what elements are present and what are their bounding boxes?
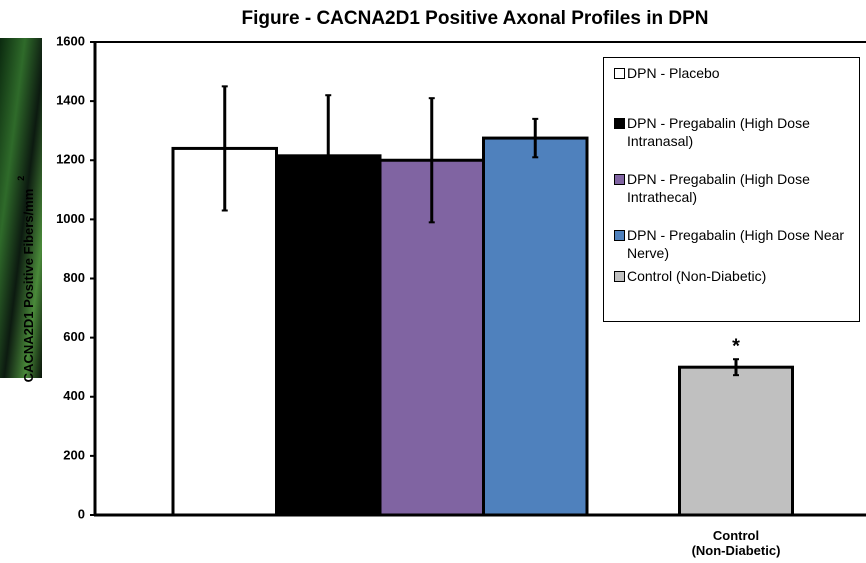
annotation: * [732, 335, 740, 357]
legend-item: DPN - Pregabalin (High Dose Intrathecal) [614, 170, 859, 206]
legend: DPN - Placebo DPN - Pregabalin (High Dose… [603, 57, 860, 322]
y-tick-label: 400 [63, 388, 85, 403]
y-tick-label: 1200 [56, 152, 85, 167]
legend-label: Control (Non-Diabetic) [627, 268, 767, 284]
y-tick-label: 0 [78, 506, 85, 521]
y-tick-label: 800 [63, 270, 85, 285]
legend-swatch [614, 68, 625, 79]
legend-label: DPN - Placebo [627, 65, 720, 81]
legend-label: DPN - Pregabalin (High Dose Intrathecal) [627, 171, 810, 205]
y-tick-label: 1600 [56, 33, 85, 48]
legend-item: DPN - Pregabalin (High Dose Intranasal) [614, 114, 859, 150]
photo-strip [0, 38, 42, 378]
legend-swatch [614, 174, 625, 185]
legend-swatch [614, 271, 625, 282]
y-axis-label-sup: 2 [16, 176, 26, 181]
chart-title: Figure - CACNA2D1 Positive Axonal Profil… [242, 8, 709, 29]
y-tick-label: 1000 [56, 211, 85, 226]
y-tick-label: 600 [63, 329, 85, 344]
legend-item: Control (Non-Diabetic) [614, 267, 859, 285]
legend-label: DPN - Pregabalin (High Dose Near Nerve) [627, 227, 845, 261]
legend-label: DPN - Pregabalin (High Dose Intranasal) [627, 115, 810, 149]
legend-swatch [614, 118, 625, 129]
y-tick-label: 1400 [56, 93, 85, 108]
x-tick-label: Control (Non-Diabetic) [691, 528, 781, 558]
y-axis-label-text: CACNA2D1 Positive Fibers/mm [21, 189, 36, 383]
y-axis-label: CACNA2D1 Positive Fibers/mm 2 [16, 176, 36, 383]
bar [482, 136, 589, 517]
legend-swatch [614, 230, 625, 241]
legend-item: DPN - Pregabalin (High Dose Near Nerve) [614, 226, 859, 262]
bar [678, 365, 794, 517]
legend-item: DPN - Placebo [614, 64, 859, 82]
y-tick-label: 200 [63, 447, 85, 462]
